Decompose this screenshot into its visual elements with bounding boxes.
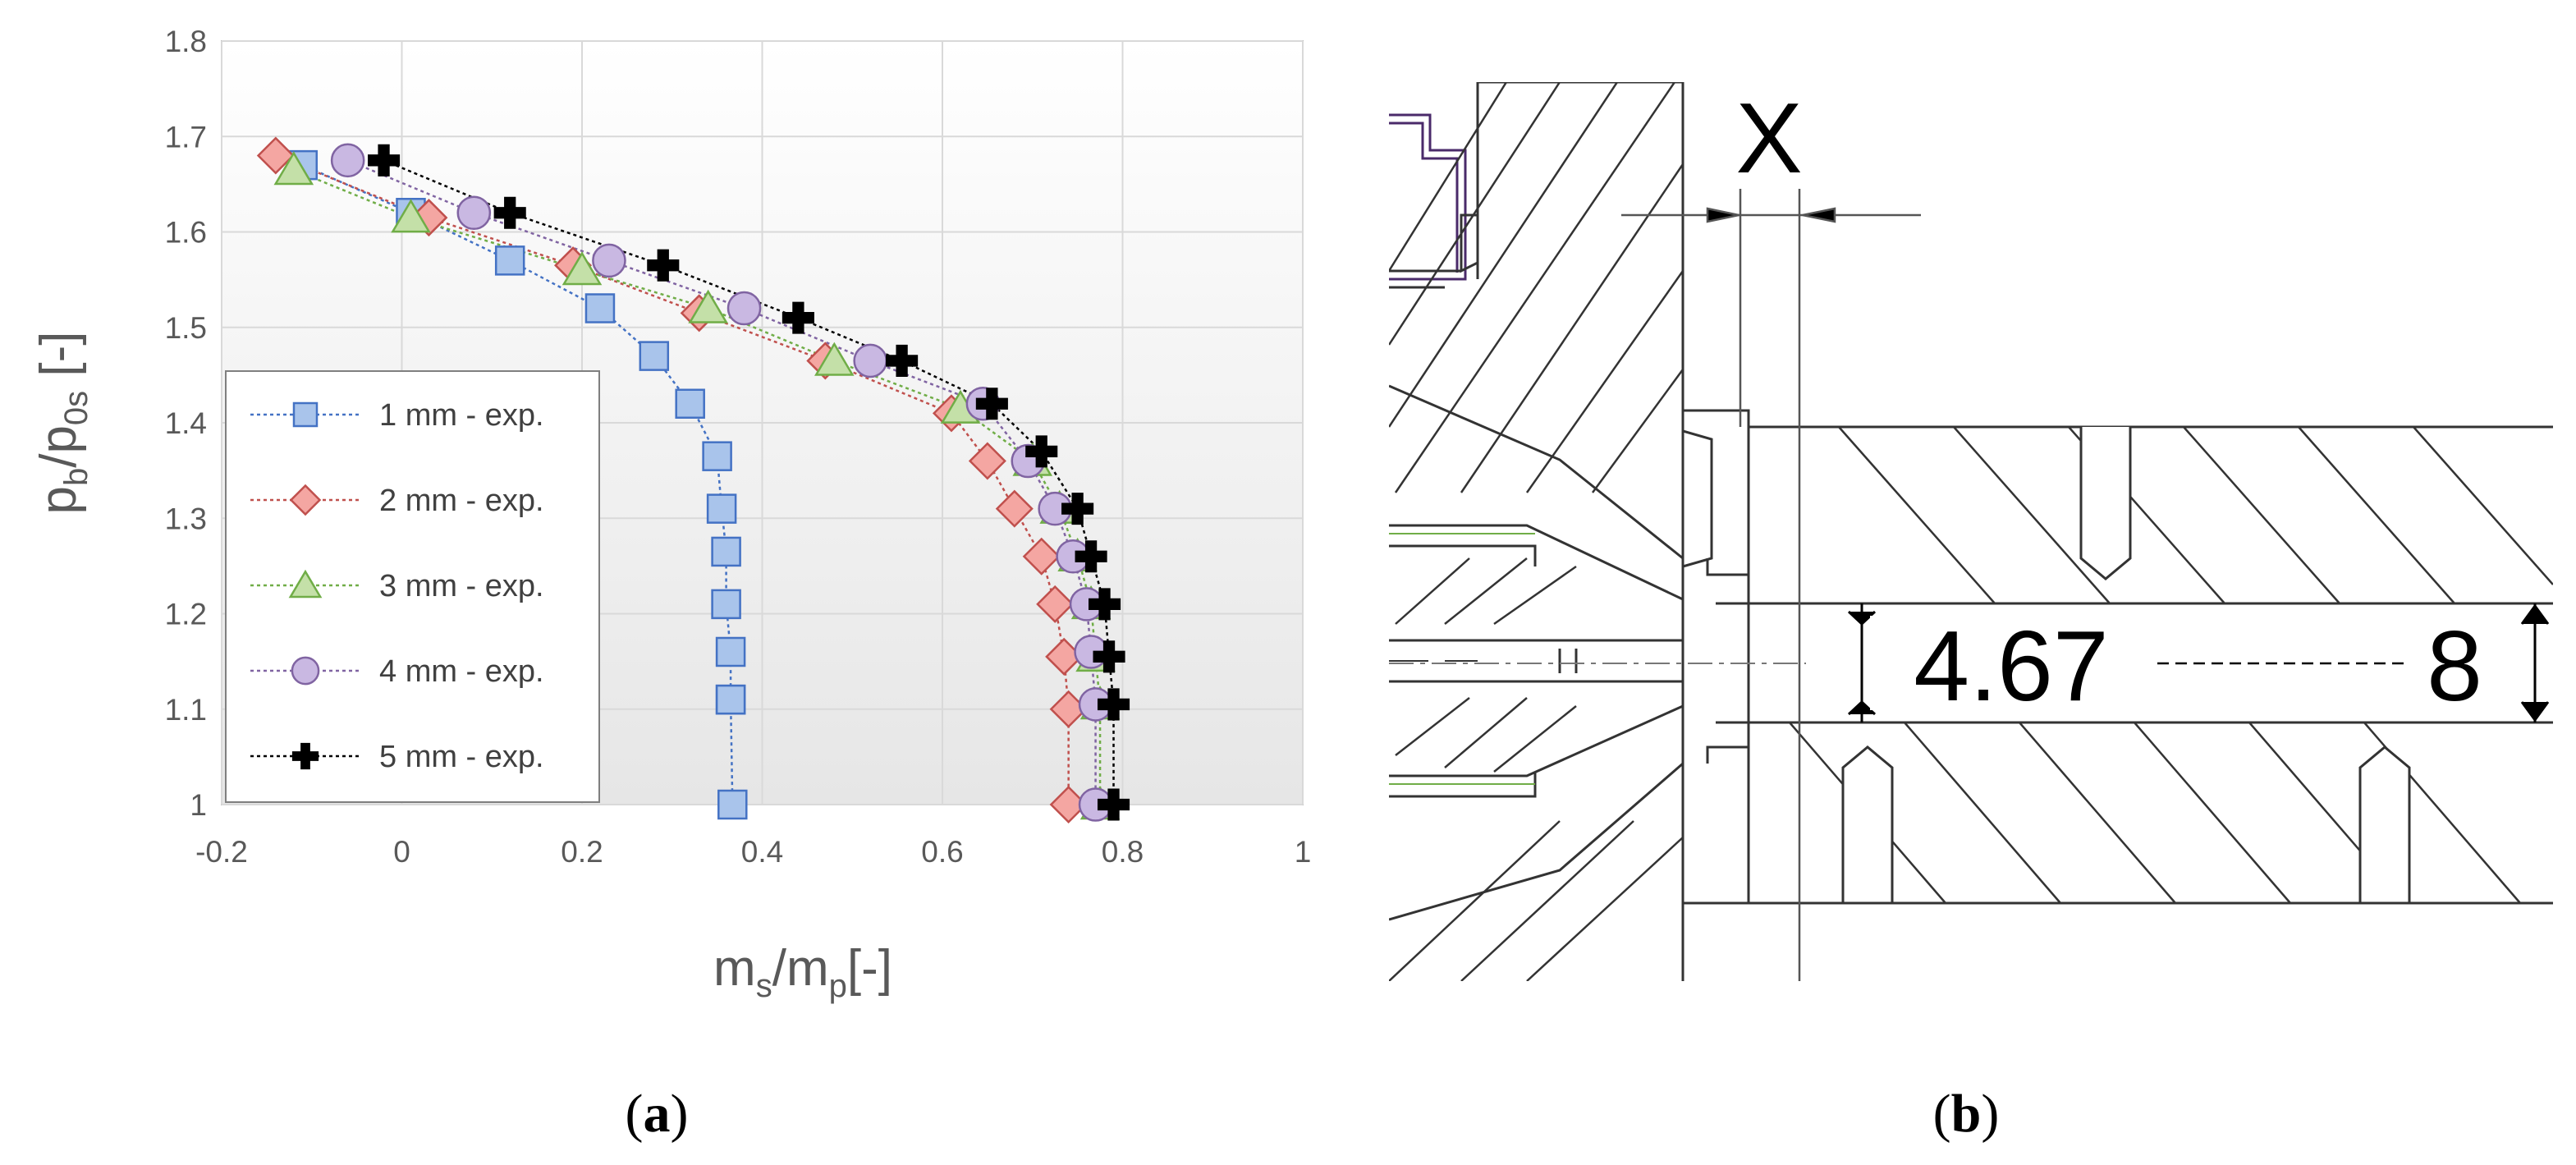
data-point-series-2 (995, 489, 1034, 528)
series-markers (256, 136, 1130, 824)
data-point-series-5 (1097, 688, 1130, 721)
data-point-series-2 (256, 136, 295, 175)
y-tick-label: 1.1 (165, 693, 207, 727)
legend-marker-5 (291, 742, 319, 770)
y-tick-label: 1.3 (165, 502, 207, 535)
x-tick-label: 0.4 (741, 835, 783, 869)
data-point-series-5 (1061, 493, 1094, 525)
data-point-series-3 (561, 251, 603, 286)
data-point-series-2 (968, 442, 1006, 480)
y-tick-label: 1.7 (165, 120, 207, 154)
legend-label-2: 2 mm - exp. (379, 484, 544, 518)
y-tick-label: 1.6 (165, 216, 207, 250)
data-point-series-3 (391, 199, 431, 233)
data-point-series-4 (456, 195, 492, 231)
legend-marker-3 (288, 569, 323, 599)
y-tick-label: 1 (190, 788, 207, 822)
legend-box (225, 370, 600, 803)
x-tick-label: 1 (1295, 835, 1312, 869)
chart-panel-a: 1 1.1 1.2 1.3 1.4 1.5 1.6 1.7 1.8 -0.2 0 0.2 0.4 0.6… (30, 25, 1311, 1144)
data-point-series-1 (675, 388, 705, 419)
data-point-series-1 (494, 245, 525, 276)
y-tick-label: 1.5 (165, 311, 207, 345)
legend: 1 mm - exp. 2 mm - exp. 3 mm - exp. 4 mm - … (225, 370, 600, 803)
drawing-nozzle (1389, 384, 1750, 981)
data-point-series-5 (975, 388, 1008, 420)
dimension-x-lines (1621, 189, 1921, 981)
data-point-series-1 (584, 293, 616, 323)
data-point-series-1 (639, 341, 670, 371)
legend-marker-4 (291, 656, 320, 686)
data-point-series-2 (1036, 585, 1075, 623)
dimension-8-label: 8 (2427, 610, 2482, 722)
dimension-4-67-label: 4.67 (1914, 610, 2108, 722)
data-point-series-1 (715, 636, 746, 667)
data-point-series-3 (814, 342, 855, 376)
data-point-series-5 (647, 249, 680, 282)
data-point-series-1 (711, 536, 741, 567)
x-axis-title: ms/mp[-] (713, 940, 892, 1004)
data-point-series-5 (782, 301, 814, 334)
data-point-series-4 (592, 243, 626, 278)
legend-label-3: 3 mm - exp. (379, 569, 544, 603)
y-axis-title: pb/p0s [-] (30, 331, 94, 514)
data-point-series-3 (273, 151, 314, 186)
legend-marker-2 (289, 484, 322, 516)
data-point-series-1 (717, 789, 748, 820)
x-tick-labels: -0.2 0 0.2 0.4 0.6 0.8 1 (195, 835, 1311, 869)
data-point-series-3 (688, 289, 728, 323)
x-tick-label: 0.2 (561, 835, 603, 869)
legend-label-4: 4 mm - exp. (379, 654, 544, 689)
data-point-series-5 (886, 344, 919, 377)
data-point-series-1 (711, 589, 741, 620)
data-point-series-4 (330, 143, 365, 178)
data-point-series-5 (1093, 640, 1125, 673)
legend-marker-1 (292, 401, 319, 428)
data-point-series-4 (727, 291, 762, 326)
data-point-series-2 (1022, 537, 1061, 576)
data-point-series-5 (1025, 435, 1058, 468)
data-point-series-5 (1097, 788, 1130, 821)
data-point-series-1 (702, 441, 732, 471)
technical-drawing-panel-b: X 4.67 8 (b) (1389, 82, 2553, 1144)
y-tick-labels: 1 1.1 1.2 1.3 1.4 1.5 1.6 1.7 1.8 (165, 25, 207, 822)
data-point-series-5 (368, 144, 401, 177)
x-tick-label: 0 (393, 835, 410, 869)
data-point-series-1 (706, 493, 737, 524)
data-point-series-5 (1075, 540, 1107, 573)
drawing-bottom-plate (1681, 901, 2553, 981)
x-tick-label: 0.6 (921, 835, 963, 869)
panel-label-a: (a) (626, 1084, 689, 1144)
data-point-series-5 (493, 196, 526, 229)
panel-label-b: (b) (1933, 1084, 2000, 1144)
y-tick-label: 1.4 (165, 406, 207, 440)
legend-label-1: 1 mm - exp. (379, 398, 544, 433)
x-tick-label: -0.2 (195, 835, 248, 869)
data-point-series-4 (853, 343, 887, 378)
dimension-x-label: X (1735, 82, 1802, 194)
data-point-series-5 (1089, 588, 1121, 621)
data-point-series-1 (715, 684, 746, 715)
drawing-upper-body (1389, 82, 1750, 977)
x-tick-label: 0.8 (1102, 835, 1144, 869)
legend-label-5: 5 mm - exp. (379, 740, 544, 774)
y-tick-label: 1.2 (165, 598, 207, 631)
dimension-4-67-and-8 (1847, 603, 2550, 722)
y-tick-label: 1.8 (165, 25, 207, 58)
dim-inner-bg (1870, 616, 2153, 710)
